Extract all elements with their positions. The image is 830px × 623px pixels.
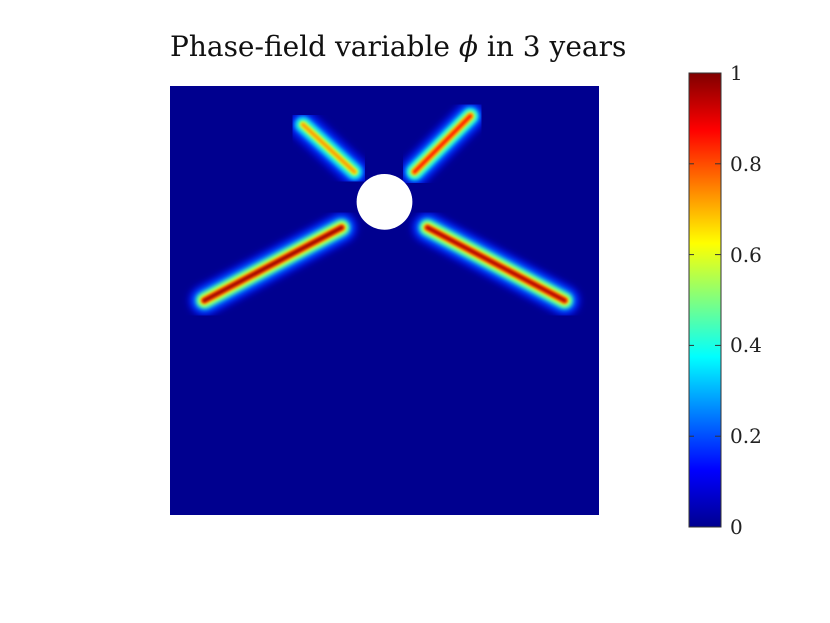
chart-title: Phase-field variable ϕ in 3 years	[170, 30, 626, 63]
title-phi-symbol: ϕ	[458, 30, 478, 63]
colorbar-tick-label: 0.2	[730, 424, 762, 449]
colorbar-tick-label: 0	[730, 515, 743, 539]
colorbar-tick-label: 1	[730, 61, 743, 85]
colorbar	[688, 72, 722, 528]
crack-layer	[189, 86, 580, 316]
hole	[356, 173, 413, 230]
colorbar-ticks	[689, 72, 721, 528]
colorbar-gradient	[688, 72, 722, 528]
colorbar-tick-label: 0.4	[730, 333, 762, 358]
title-text: Phase-field variable	[170, 30, 450, 63]
phase-field-heatmap	[170, 86, 599, 515]
colorbar-tick-label: 0.8	[730, 151, 762, 176]
arm-upper-left-band-5	[301, 122, 357, 174]
arm-upper-right-band-5	[412, 114, 473, 174]
crack-right-band-5	[425, 225, 567, 303]
crack-left-band-5	[202, 225, 344, 303]
title-suffix: in 3 years	[486, 30, 627, 63]
colorbar-tick-label: 0.6	[730, 242, 762, 267]
